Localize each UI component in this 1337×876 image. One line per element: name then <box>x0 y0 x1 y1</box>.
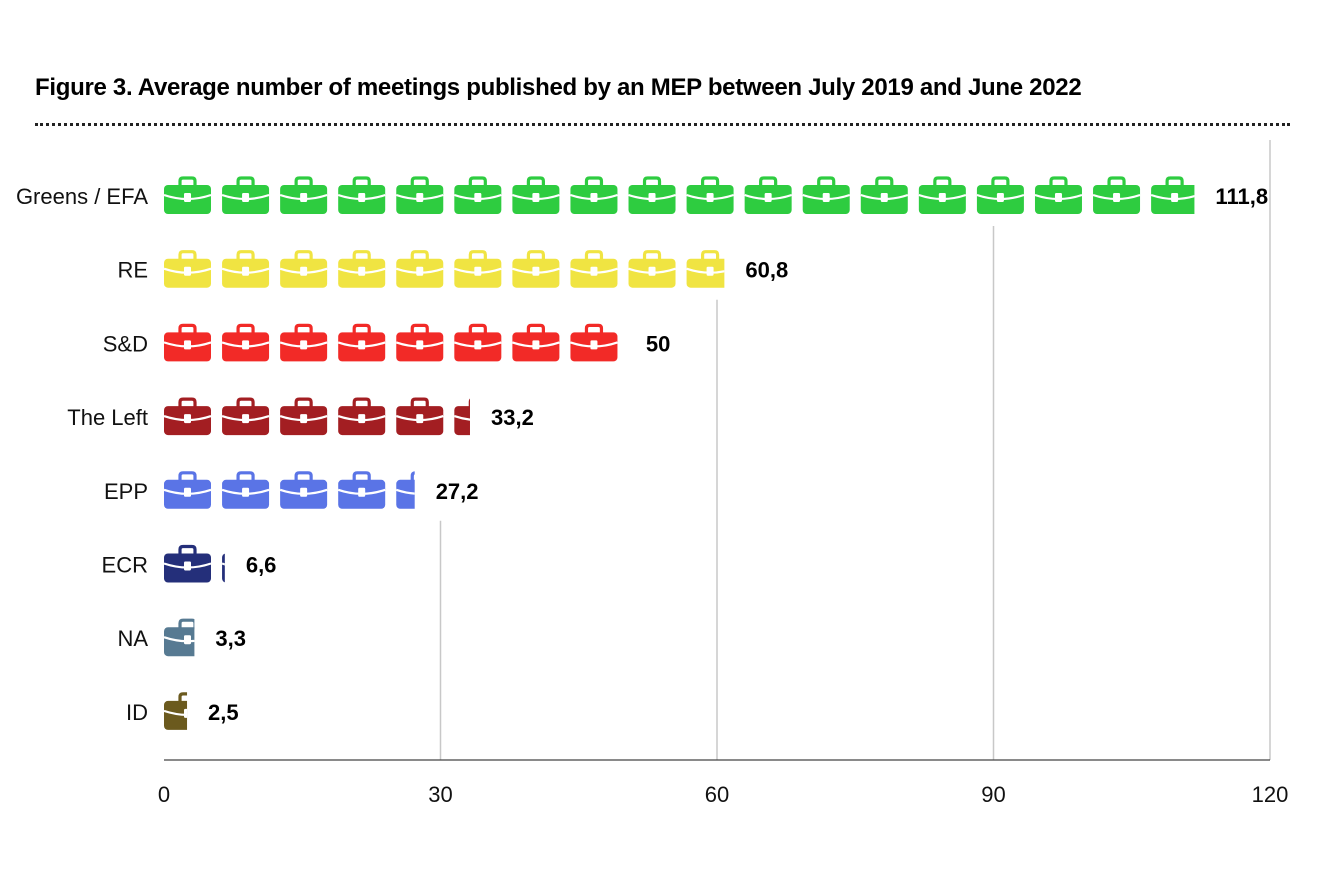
briefcase-icon <box>1092 176 1141 214</box>
briefcase-icon <box>570 323 618 362</box>
briefcase-icon <box>453 176 502 214</box>
briefcase-icon <box>628 250 676 288</box>
briefcase-icon <box>453 398 470 436</box>
briefcase-icon <box>337 323 386 362</box>
briefcase-icon <box>164 618 195 657</box>
briefcase-icon <box>976 176 1025 214</box>
briefcase-icon <box>512 323 560 362</box>
data-label: 3,3 <box>215 626 246 651</box>
bar <box>164 471 415 509</box>
briefcase-icon <box>337 471 386 509</box>
briefcase-icon <box>1034 176 1083 214</box>
briefcase-icon <box>221 176 270 214</box>
briefcase-icon <box>802 176 851 214</box>
grid-lines <box>439 140 1271 760</box>
briefcase-icon <box>164 250 212 288</box>
x-tick-label: 0 <box>158 782 170 807</box>
category-label: NA <box>117 626 148 651</box>
briefcase-icon <box>164 544 212 583</box>
briefcase-icon <box>164 397 212 436</box>
data-label: 27,2 <box>436 479 479 504</box>
briefcase-icon <box>221 471 270 509</box>
briefcase-icon <box>164 176 212 214</box>
x-tick-label: 60 <box>705 782 729 807</box>
chart-title: Figure 3. Average number of meetings pub… <box>35 74 1082 101</box>
briefcase-icon <box>453 323 502 362</box>
briefcase-icon <box>395 250 444 288</box>
briefcase-icon <box>164 692 188 730</box>
bar <box>164 618 195 657</box>
briefcase-icon <box>164 471 212 509</box>
x-tick-label: 90 <box>981 782 1005 807</box>
category-label: Greens / EFA <box>16 184 148 209</box>
title-divider <box>35 123 1290 126</box>
briefcase-icon <box>860 176 909 214</box>
briefcase-icon <box>395 176 444 214</box>
briefcase-icon <box>570 176 618 214</box>
x-tick-label: 120 <box>1252 782 1289 807</box>
briefcase-icon <box>918 176 967 214</box>
briefcase-icon <box>279 323 328 362</box>
category-label: ECR <box>102 553 148 578</box>
bar <box>164 250 725 288</box>
briefcase-icon <box>628 176 676 214</box>
briefcase-icon <box>337 397 386 436</box>
briefcase-icon <box>512 250 560 288</box>
briefcase-icon <box>512 176 560 214</box>
category-label: EPP <box>104 479 148 504</box>
briefcase-icon <box>570 250 618 288</box>
bar <box>164 544 225 583</box>
briefcase-icon <box>686 176 734 214</box>
data-label: 2,5 <box>208 700 239 725</box>
briefcase-icon <box>279 397 328 436</box>
category-label: S&D <box>103 331 148 356</box>
briefcase-icon <box>395 323 444 362</box>
data-label: 33,2 <box>491 405 534 430</box>
briefcase-icon <box>221 397 270 436</box>
briefcase-icon <box>1150 176 1195 214</box>
labels: Greens / EFA 111,8 RE 60,8 S&D 50 The Left 33,2… <box>16 184 1268 725</box>
briefcase-icon <box>744 176 793 214</box>
data-label: 60,8 <box>745 258 788 283</box>
briefcase-icon <box>337 250 386 288</box>
category-label: ID <box>126 700 148 725</box>
category-label: RE <box>117 258 148 283</box>
briefcase-icon <box>221 323 270 362</box>
briefcase-icon <box>164 323 212 362</box>
briefcase-icon <box>279 250 328 288</box>
x-axis: 0 30 60 90 120 <box>158 759 1289 807</box>
x-tick-label: 30 <box>428 782 452 807</box>
briefcase-icon <box>453 250 502 288</box>
briefcase-icon <box>337 176 386 214</box>
bars <box>164 176 1195 730</box>
bar <box>164 397 470 436</box>
briefcase-icon <box>221 250 270 288</box>
data-label: 50 <box>646 331 670 356</box>
category-label: The Left <box>67 405 148 430</box>
data-label: 111,8 <box>1215 184 1268 209</box>
briefcase-icon <box>686 250 725 288</box>
bar <box>164 323 618 362</box>
briefcase-icon <box>279 176 328 214</box>
bar <box>164 692 188 730</box>
briefcase-icon <box>395 471 415 509</box>
briefcase-icon <box>279 471 328 509</box>
data-label: 6,6 <box>246 553 277 578</box>
briefcase-icon <box>395 397 444 436</box>
bar <box>164 176 1195 214</box>
briefcase-icon <box>221 553 225 583</box>
